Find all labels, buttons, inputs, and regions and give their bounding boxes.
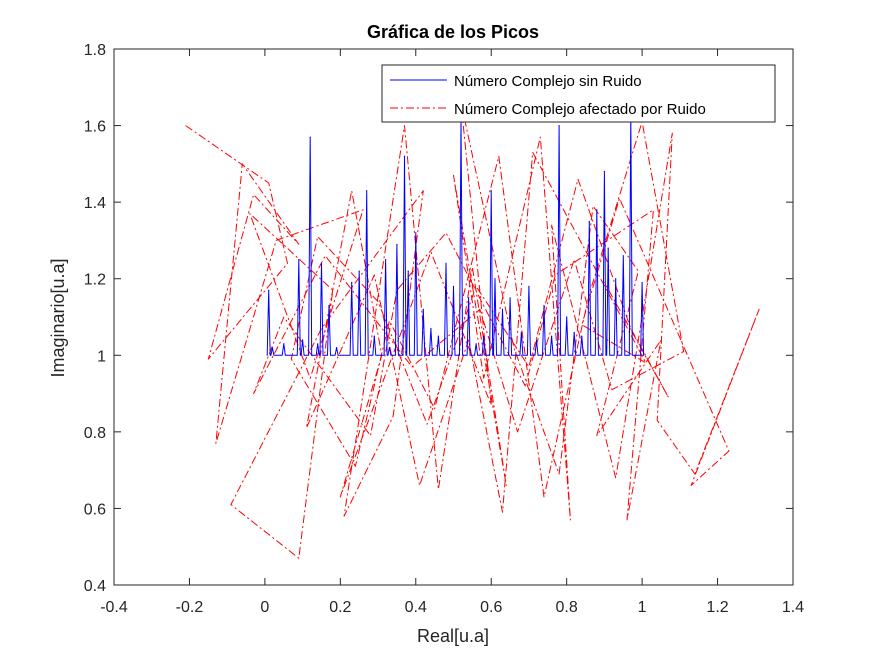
y-tick-label: 1.6 [84,119,106,136]
peak-point [437,335,439,337]
x-axis-label: Real[u.a] [417,626,489,646]
peak-point [407,270,409,272]
peak-point [320,262,323,264]
peak-point [603,170,606,173]
x-tick-label: 0 [260,599,269,616]
peak-point [551,335,553,337]
y-axis: 0.4 0.6 0.8 1 1.2 1.4 1.6 1.8 [84,42,793,595]
legend-box [381,64,776,123]
peak-point [298,259,300,261]
x-tick-label: -0.4 [100,599,128,616]
peak-point [302,339,304,341]
y-tick-label: 0.8 [84,425,106,442]
x-axis: -0.4 -0.2 0 0.2 0.4 0.6 0.8 1 1.2 1.4 [100,49,804,616]
peak-point [490,190,492,192]
peak-point [403,155,406,157]
plot-area [114,49,793,585]
peak-point [422,308,424,310]
peak-point [328,304,330,307]
plot-frame [113,48,794,586]
peak-point [385,259,387,261]
legend-label-con-ruido: Número Complejo afectado por Ruido [454,101,706,118]
x-tick-label: 1 [638,599,647,616]
peak-point [445,262,447,264]
series-line-sin-ruido [266,114,645,356]
peak-point [468,297,470,299]
peak-point [388,347,390,349]
x-tick-label: -0.2 [176,599,204,616]
peak-point [366,190,368,192]
y-tick-label: 0.6 [84,501,106,518]
peak-point [283,343,285,345]
peak-point [336,347,338,349]
legend: Número Complejo sin Ruido Número Complej… [381,64,776,123]
peak-point [588,220,590,222]
peak-point [351,281,353,284]
peak-point [430,327,432,330]
peak-point [622,255,624,257]
peak-point [607,247,609,249]
peak-point [535,339,538,341]
x-tick-label: 0.8 [556,599,578,616]
peak-point [641,281,643,284]
peak-point [271,347,273,349]
peak-point [309,136,311,138]
peak-point [528,285,530,287]
peak-point [581,335,583,337]
peak-point [452,285,455,287]
y-tick-label: 0.4 [84,578,106,595]
y-tick-label: 1 [97,348,106,365]
peak-point [615,278,617,280]
peak-point [520,331,523,333]
peak-point [509,297,511,299]
peak-point [566,316,568,318]
peak-point [475,343,477,345]
x-tick-label: 0.2 [329,599,351,616]
x-tick-label: 0.6 [480,599,502,616]
series-layer [185,102,760,559]
x-tick-label: 1.4 [782,599,804,616]
y-tick-label: 1.2 [84,272,106,289]
peak-point [494,278,496,280]
x-tick-label: 0.4 [405,599,427,616]
peak-point [596,209,598,211]
peak-point [358,270,360,272]
peak-point [415,232,417,234]
peak-point [501,308,504,310]
y-tick-label: 1.8 [84,42,106,59]
peak-point [573,331,575,333]
chart-title: Gráfica de los Picos [367,22,539,42]
peak-point [317,343,319,345]
peak-point [543,304,545,307]
peak-point [396,243,398,245]
y-axis-label: Imaginario[u.a] [48,258,68,377]
series-line-con-ruido [185,102,760,559]
y-tick-label: 1.4 [84,195,106,212]
peak-point [373,335,375,337]
peak-point [483,335,485,337]
legend-label-sin-ruido: Número Complejo sin Ruido [454,73,642,90]
peak-point [268,289,270,291]
peak-point [558,125,560,127]
x-tick-label: 1.2 [706,599,728,616]
